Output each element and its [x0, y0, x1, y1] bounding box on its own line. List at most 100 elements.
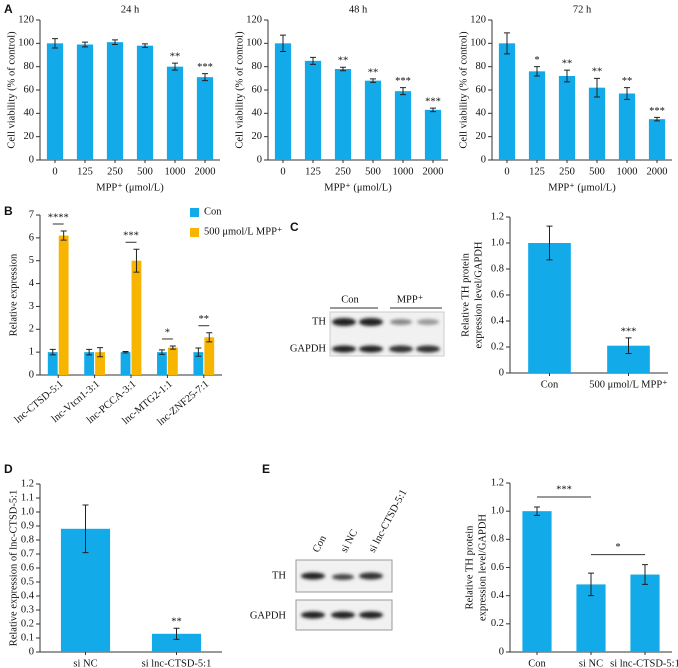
axis-line: [491, 20, 672, 161]
panel-label: C: [290, 220, 299, 234]
x-tick-label: 0: [52, 166, 57, 177]
error-bar: [340, 66, 346, 72]
significance: *: [615, 542, 620, 553]
y-tick-label: 0.8: [21, 534, 34, 545]
y-tick-label: 0.2: [21, 618, 34, 629]
y-tick-label: 20: [24, 131, 35, 142]
y-axis-label: Cell viability (% of control): [6, 31, 17, 149]
error-bar: [195, 347, 202, 357]
significance: **: [562, 59, 573, 70]
x-tick-label: 500: [589, 166, 605, 177]
y-tick-label: 0: [499, 367, 504, 378]
x-tick-label: 0: [504, 166, 509, 177]
y-tick-label: 0.9: [21, 520, 34, 531]
y-axis-label: Relative expression: [8, 253, 19, 336]
bar: [204, 337, 215, 375]
bar: [84, 352, 95, 375]
y-tick-label: 1.2: [491, 211, 504, 222]
panel-label: A: [4, 2, 13, 16]
legend-swatch: [190, 228, 199, 237]
bar: [166, 66, 184, 160]
legend-label: Con: [204, 206, 222, 217]
x-tick-label: 500 μmol/L MPP⁺: [589, 379, 668, 390]
y-axis-label: expression level/GAPDH: [477, 514, 488, 621]
bar: [131, 260, 142, 375]
y-tick-label: 80: [24, 61, 35, 72]
bar: [47, 352, 58, 375]
axis-line: [267, 20, 448, 161]
error-bar: [169, 345, 176, 350]
significance: ***: [649, 106, 665, 117]
significance: ***: [621, 326, 637, 337]
bar: [588, 87, 606, 160]
y-tick-label: 1: [29, 347, 34, 358]
y-tick-label: 80: [476, 61, 487, 72]
y-tick-label: 0.6: [21, 562, 34, 573]
bar: [196, 77, 214, 160]
y-tick-label: 5: [29, 255, 34, 266]
y-tick-label: 20: [476, 131, 487, 142]
error-bar: [370, 78, 376, 83]
y-tick-label: 0.3: [21, 604, 34, 615]
y-tick-label: 60: [24, 84, 35, 95]
y-tick-label: 2: [29, 324, 34, 335]
y-tick-label: 6: [29, 232, 34, 243]
x-tick-label: 1000: [393, 166, 414, 177]
error-bar: [534, 66, 540, 77]
significance: **: [622, 76, 633, 87]
error-bar: [86, 348, 93, 356]
y-tick-label: 0.2: [491, 341, 504, 352]
significance: ***: [123, 231, 139, 242]
axis-line: [39, 20, 220, 161]
error-bar: [280, 34, 286, 52]
bar: [522, 511, 552, 652]
bands: [301, 572, 383, 619]
y-tick-label: 120: [246, 14, 262, 25]
error-bar: [642, 564, 648, 585]
y-tick-label: 0.6: [491, 289, 504, 300]
bar: [558, 76, 576, 160]
bar: [157, 352, 167, 375]
error-bar: [52, 38, 58, 49]
bar: [334, 69, 352, 160]
y-tick-label: 60: [252, 84, 263, 95]
row-label: GAPDH: [250, 610, 287, 621]
legend-label: 500 μmol/L MPP⁺: [204, 226, 283, 237]
x-tick-label: si NC: [73, 658, 97, 668]
row-label: TH: [312, 316, 326, 327]
x-tick-label: 250: [335, 166, 351, 177]
y-tick-label: 40: [476, 108, 487, 119]
significance: ***: [395, 76, 411, 87]
y-axis-label: Relative expression of lnc-CTSD-5:1: [8, 490, 19, 647]
y-tick-label: 100: [246, 38, 262, 49]
y-tick-label: 0: [29, 369, 34, 380]
y-tick-label: 1.1: [21, 492, 34, 503]
error-bar: [654, 116, 660, 122]
significance: **: [338, 56, 349, 67]
error-bar: [49, 348, 56, 356]
x-tick-label: Con: [528, 658, 546, 668]
bar: [151, 633, 202, 652]
lane-label: Con: [311, 533, 329, 554]
bar: [167, 347, 178, 375]
error-bar: [546, 225, 553, 261]
error-bar: [172, 62, 178, 71]
y-tick-label: 0: [257, 154, 262, 165]
y-tick-label: 60: [476, 84, 487, 95]
y-tick-label: 0.1: [21, 632, 34, 643]
y-tick-label: 120: [470, 14, 486, 25]
y-tick-label: 0: [499, 646, 504, 657]
error-bar: [624, 87, 630, 100]
x-axis-label: MPP⁺ (μmol/L): [548, 182, 616, 193]
bands: [332, 318, 440, 353]
lane-label: Con: [341, 294, 359, 305]
y-tick-label: 0.8: [491, 534, 504, 545]
bar: [618, 93, 636, 160]
bar: [76, 44, 94, 160]
y-axis-label: Cell viability (% of control): [458, 31, 469, 149]
bar: [274, 43, 292, 161]
y-tick-label: 0.2: [491, 618, 504, 629]
y-axis-label: expression level/GAPDH: [473, 241, 484, 348]
y-tick-label: 0.7: [21, 548, 34, 559]
